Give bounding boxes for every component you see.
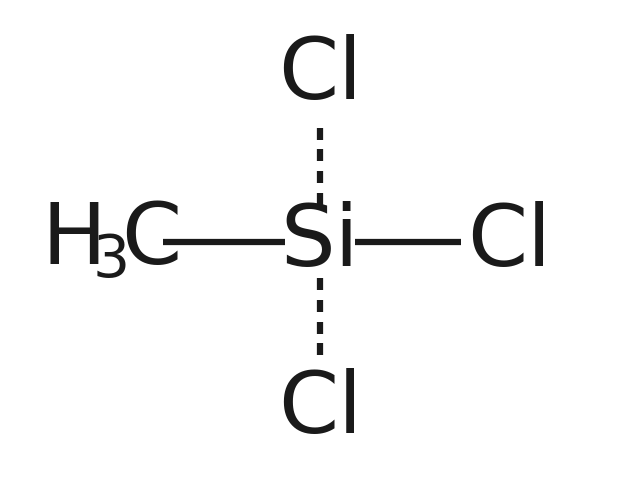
Text: Cl: Cl	[278, 367, 362, 451]
Text: 3: 3	[93, 231, 130, 288]
Text: H: H	[42, 198, 106, 281]
Text: Si: Si	[281, 200, 359, 284]
Text: Cl: Cl	[278, 33, 362, 117]
Text: Cl: Cl	[467, 200, 551, 284]
Text: C: C	[122, 198, 182, 281]
